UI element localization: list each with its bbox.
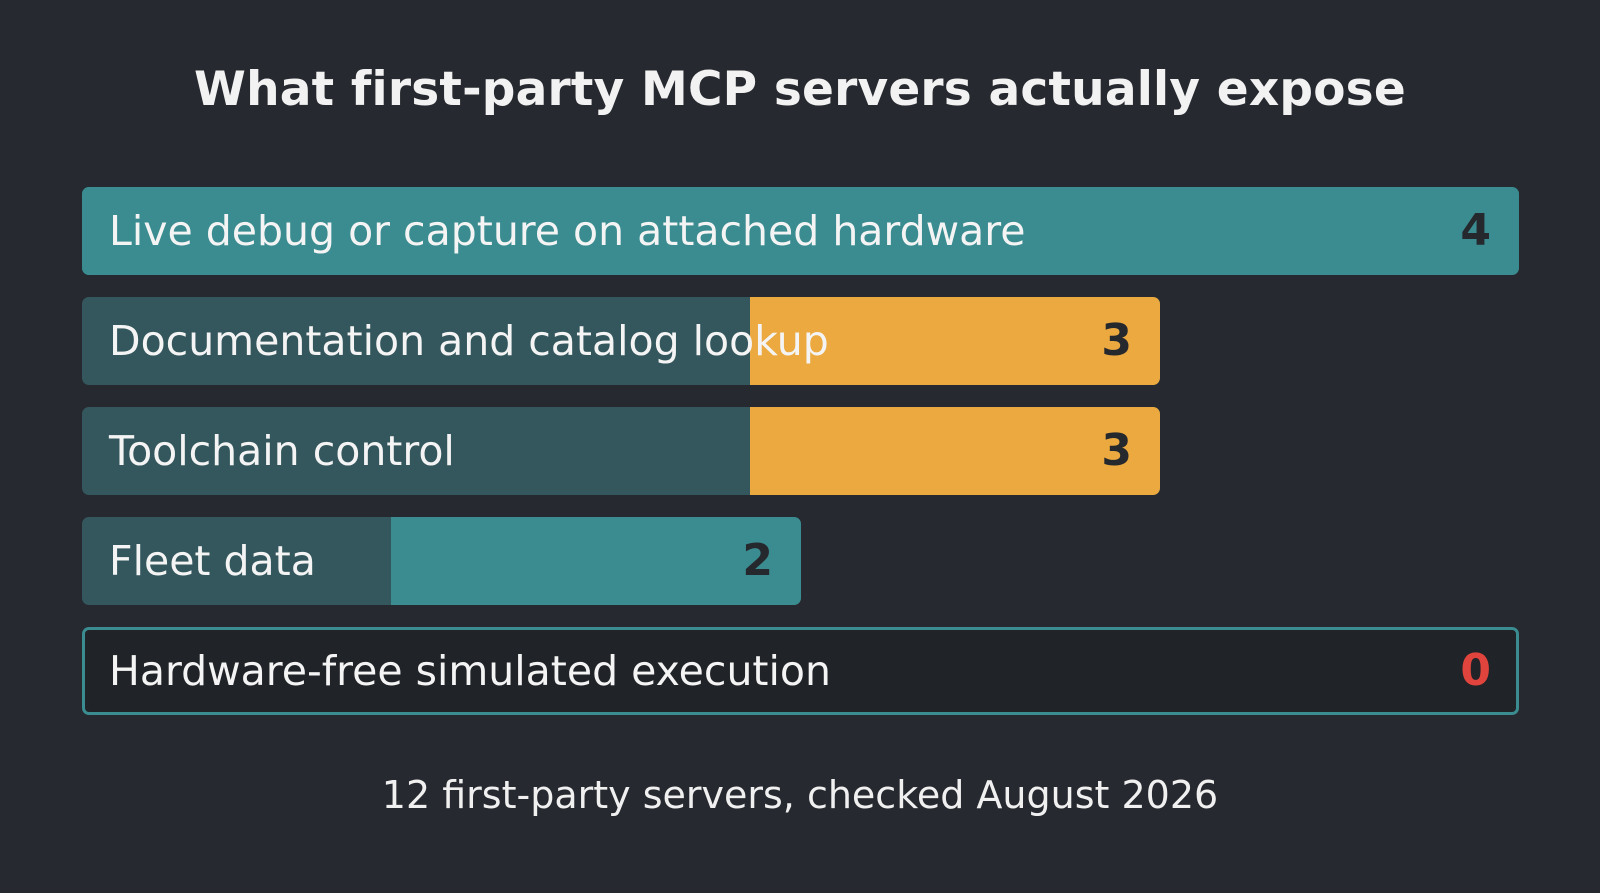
bar-label: Documentation and catalog lookup bbox=[109, 317, 829, 365]
bar bbox=[82, 187, 1519, 275]
bar-label: Live debug or capture on attached hardwa… bbox=[109, 207, 1026, 255]
bar-value-label: 4 bbox=[1460, 205, 1491, 256]
bar-row: Documentation and catalog lookup 3 bbox=[82, 297, 1519, 385]
bar-label: Toolchain control bbox=[109, 427, 455, 475]
chart-title: What first-party MCP servers actually ex… bbox=[194, 62, 1406, 117]
bar-track bbox=[82, 297, 1160, 385]
bar bbox=[750, 297, 1160, 385]
bar-value-label: 3 bbox=[1101, 315, 1132, 366]
bar-value-label: 2 bbox=[742, 535, 773, 586]
bar-row: Hardware-free simulated execution 0 bbox=[82, 627, 1519, 715]
bar-label: Fleet data bbox=[109, 537, 316, 585]
bar-value-label: 0 bbox=[1460, 645, 1491, 696]
bar-row: Live debug or capture on attached hardwa… bbox=[82, 187, 1519, 275]
bar-track bbox=[82, 407, 1160, 495]
bar-track bbox=[82, 517, 801, 605]
bar bbox=[391, 517, 801, 605]
bar bbox=[750, 407, 1160, 495]
bar-track bbox=[82, 187, 1519, 275]
bar-value-label: 3 bbox=[1101, 425, 1132, 476]
bar-track bbox=[82, 627, 1519, 715]
bar-label: Hardware-free simulated execution bbox=[109, 647, 831, 695]
bar-row: Fleet data 2 bbox=[82, 517, 1519, 605]
chart-footnote: 12 first-party servers, checked August 2… bbox=[381, 773, 1219, 817]
bar-row: Toolchain control 3 bbox=[82, 407, 1519, 495]
